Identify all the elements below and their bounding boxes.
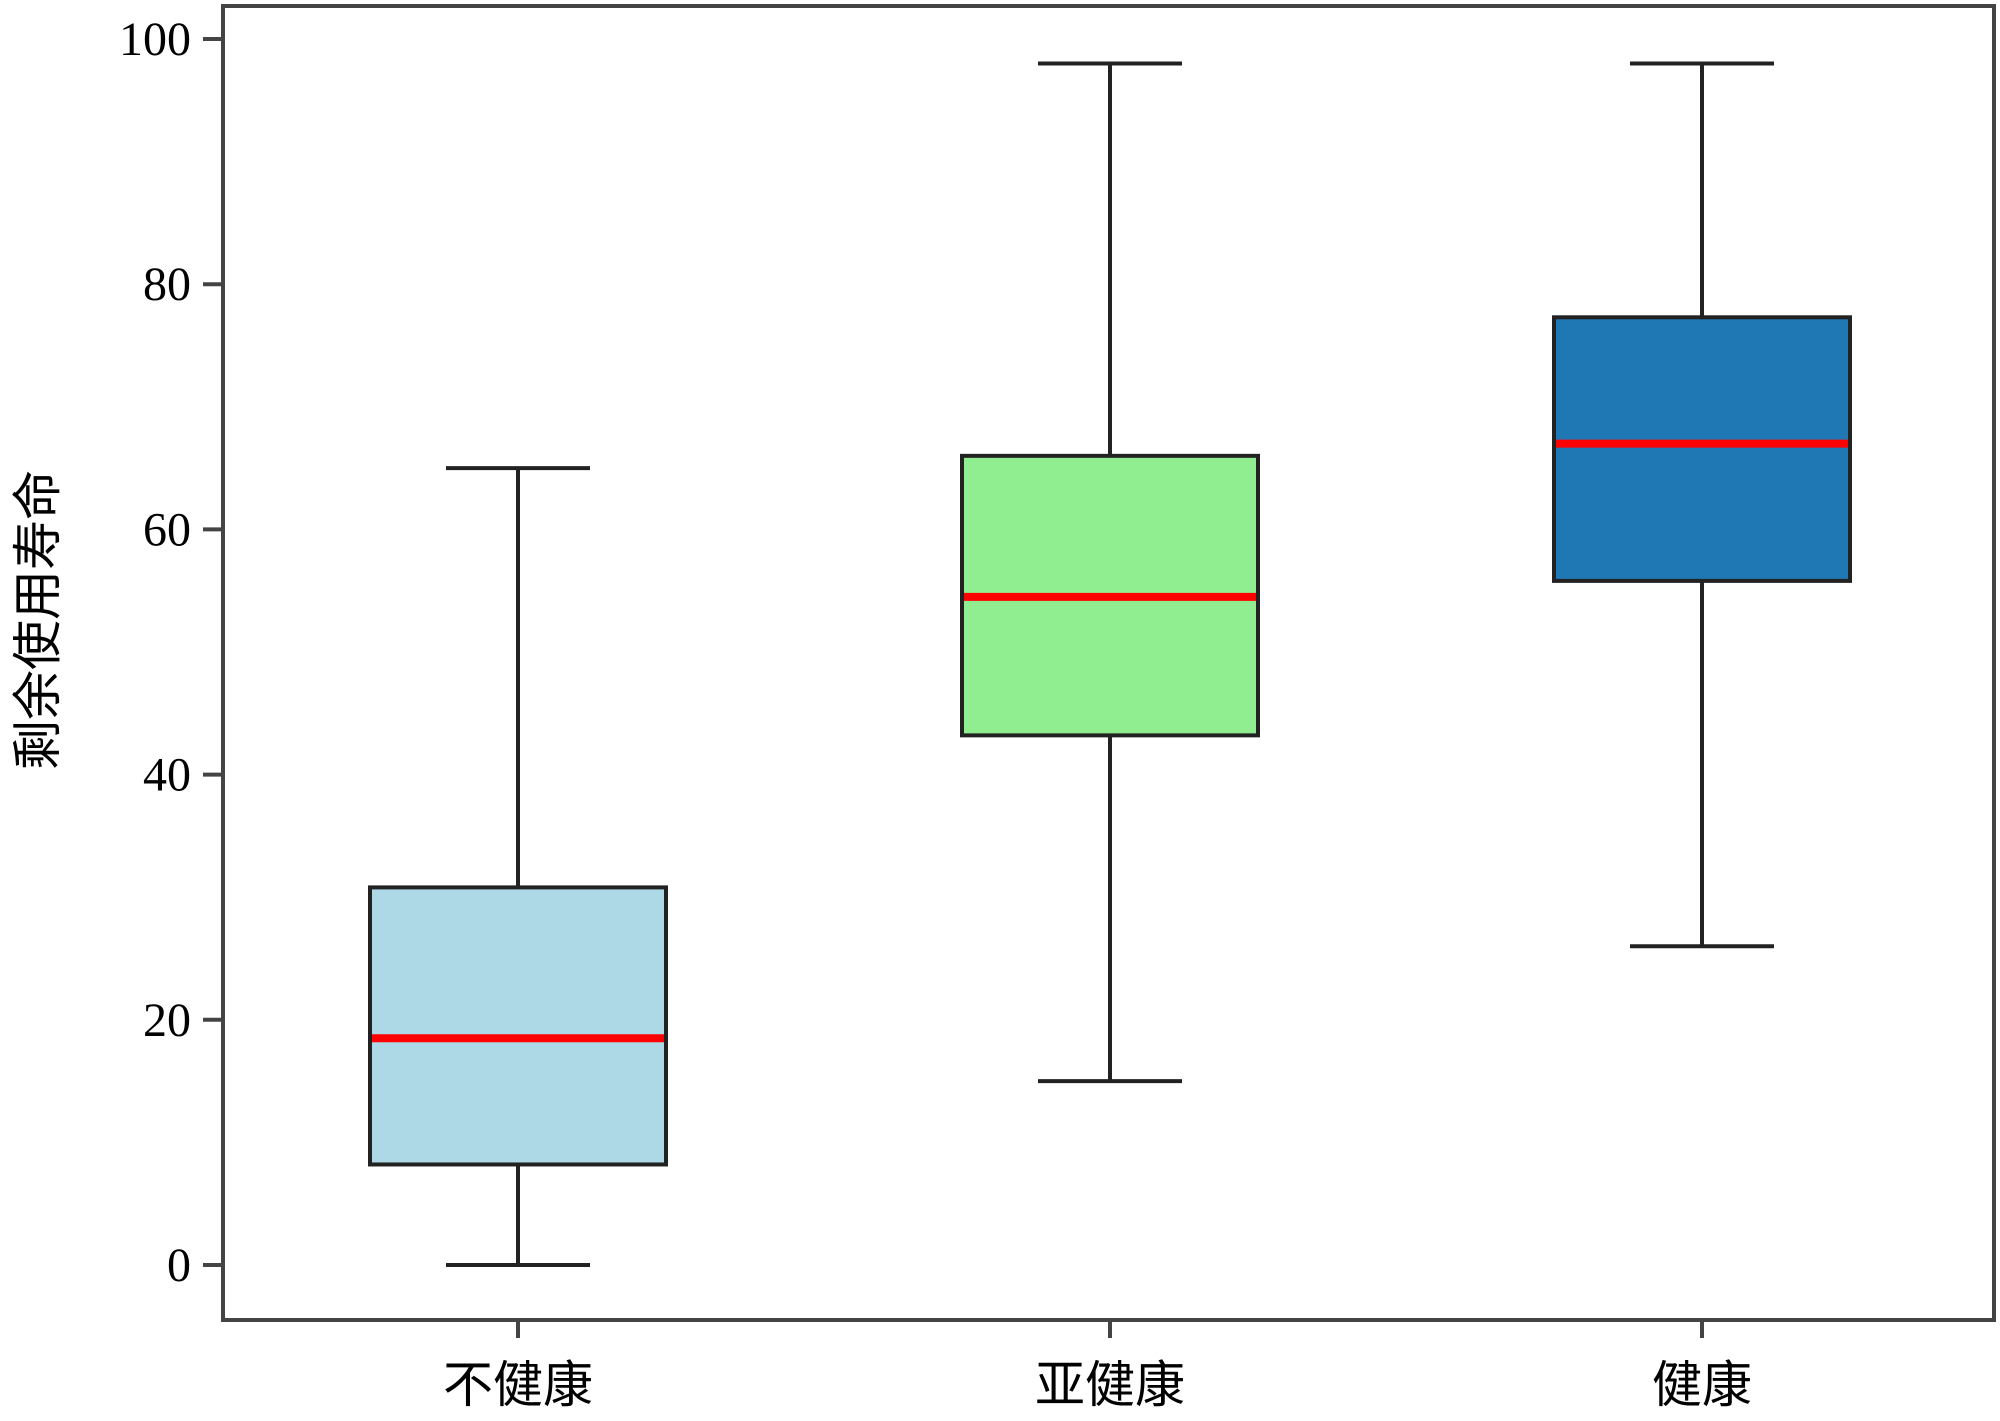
box-2 (1552, 61, 1852, 949)
box-1 (960, 61, 1260, 1084)
y-tick-label-60: 60 (143, 503, 191, 556)
x-tick-label-0: 不健康 (443, 1356, 593, 1414)
y-tick-label-80: 80 (143, 258, 191, 311)
y-tick-label-40: 40 (143, 749, 191, 802)
iqr-box (1552, 315, 1852, 583)
y-axis-label: 剩余使用寿命 (9, 470, 67, 770)
x-tick-label-1: 亚健康 (1035, 1356, 1185, 1414)
iqr-box (368, 885, 668, 1167)
x-tick-label-2: 健康 (1652, 1356, 1752, 1414)
y-tick-label-0: 0 (167, 1239, 191, 1292)
y-tick-label-20: 20 (143, 994, 191, 1047)
box-0 (368, 466, 668, 1267)
y-tick-label-100: 100 (119, 13, 191, 66)
